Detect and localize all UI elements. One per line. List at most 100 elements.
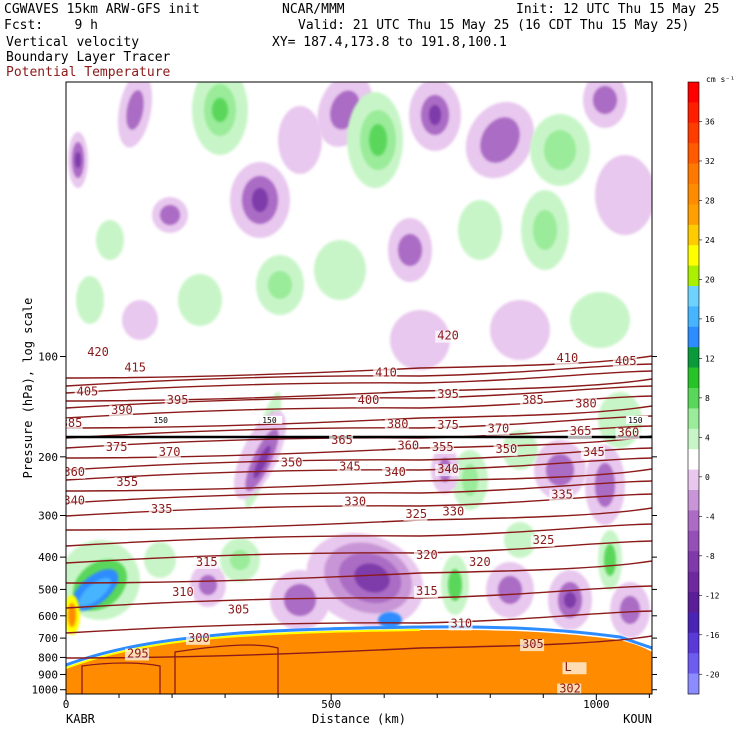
colorbar-swatch: [688, 612, 699, 634]
theta-label-bg: [573, 398, 598, 411]
velocity-blob: [278, 106, 322, 174]
theta-label-bg: [74, 386, 99, 399]
theta-contour: [66, 635, 652, 659]
velocity-blob: [199, 575, 217, 595]
field-label-potential-temperature: Potential Temperature: [6, 65, 171, 80]
theta-label: 375: [106, 440, 128, 454]
velocity-blob: [564, 592, 576, 608]
potential-temperature-labels: 420 415 405 390 395 385 375 370 360 355 340 335 315 3…: [66, 329, 649, 696]
colorbar-swatch: [688, 286, 699, 307]
theta-label-bg: [85, 346, 110, 359]
theta-contour: [66, 560, 652, 584]
colorbar-swatch: [688, 510, 699, 532]
velocity-blob: [178, 274, 222, 326]
left-station-label: KABR: [66, 712, 96, 726]
velocity-blob: [604, 544, 616, 576]
velocity-blob: [284, 584, 316, 616]
theta-label: 295: [127, 646, 149, 660]
colorbar-swatch: [688, 551, 699, 572]
theta-label-bg: [467, 556, 492, 569]
theta-label: 340: [437, 462, 459, 476]
theta-label: 310: [172, 585, 194, 599]
theta-label: 370: [488, 421, 510, 435]
valid-time: Valid: 21 UTC Thu 15 May 25 (16 CDT Thu …: [298, 18, 690, 33]
velocity-blob: [620, 596, 640, 624]
theta-label: 335: [551, 488, 573, 502]
y-tick-label: 100: [38, 351, 58, 364]
theta-label: 415: [124, 361, 146, 375]
theta-label: 350: [496, 442, 518, 456]
theta-label: 360: [618, 426, 640, 440]
theta-label: 420: [87, 345, 109, 359]
theta-label: 395: [167, 393, 189, 407]
velocity-blob: [212, 98, 228, 122]
theta-label-bg: [562, 662, 587, 675]
theta-label-bg: [615, 427, 640, 440]
tracer-label-bg: [626, 415, 649, 424]
theta-label: 330: [344, 495, 366, 509]
organization-label: NCAR/MMM: [282, 2, 345, 17]
velocity-blob: [378, 612, 402, 628]
velocity-blob: [544, 130, 576, 170]
velocity-blob: [533, 210, 557, 250]
theta-label: 365: [570, 424, 592, 438]
theta-label: 325: [405, 507, 427, 521]
x-tick-label: 500: [321, 698, 341, 711]
theta-label-bg: [581, 447, 606, 460]
theta-label-bg: [225, 604, 250, 617]
theta-label: 345: [583, 445, 605, 459]
theta-label: 315: [196, 555, 218, 569]
y-tick-label: 600: [38, 610, 58, 623]
theta-label-bg: [373, 367, 398, 380]
colorbar-label: -12: [705, 591, 720, 600]
colorbar-swatch: [688, 571, 699, 593]
theta-contour: [66, 457, 652, 481]
theta-label-bg: [66, 418, 83, 431]
y-tick-label: 900: [38, 668, 58, 681]
theta-label: 345: [339, 460, 361, 474]
theta-contour: [66, 523, 652, 547]
theta-label-bg: [122, 362, 147, 375]
theta-label: 410: [557, 351, 579, 365]
theta-label-bg: [567, 426, 592, 439]
theta-label: 340: [384, 465, 406, 479]
theta-label: 405: [615, 354, 637, 368]
theta-label: 380: [387, 417, 409, 431]
theta-label-bg: [185, 632, 210, 645]
colorbar-swatch: [688, 449, 699, 470]
velocity-blob: [490, 300, 550, 360]
colorbar-swatch: [688, 265, 699, 287]
theta-label-bg: [429, 441, 454, 454]
theta-label: 330: [443, 505, 465, 519]
x-tick-label: 1000: [583, 698, 610, 711]
plot-area: 420 415 405 390 395 385 375 370 360 355 340 335 315 3…: [66, 82, 652, 696]
colorbar-swatch: [688, 326, 699, 348]
theta-contour: [66, 363, 652, 387]
colorbar-swatch: [688, 347, 699, 368]
colorbar-swatch: [688, 102, 699, 124]
colorbar-swatch: [688, 143, 699, 164]
theta-label-bg: [612, 355, 637, 368]
theta-label: 325: [533, 533, 555, 547]
velocity-blob: [390, 310, 450, 370]
colorbar-label: -4: [705, 512, 715, 521]
tracer-label-bg: [151, 415, 174, 424]
colorbar-swatch: [688, 530, 699, 552]
velocity-blob: [595, 155, 652, 235]
velocity-blob: [429, 105, 441, 125]
theta-label: 302: [559, 682, 581, 696]
velocity-blob: [314, 240, 366, 300]
velocity-blob: [252, 188, 268, 212]
colorbar-swatch: [688, 428, 699, 450]
colorbar-swatch: [688, 306, 699, 328]
theta-label-bg: [103, 441, 128, 454]
tracer-contour: [81, 662, 161, 694]
velocity-blob: [268, 271, 292, 299]
colorbar-label: 24: [705, 236, 715, 245]
theta-label: 380: [575, 396, 597, 410]
velocity-blob: [498, 576, 522, 604]
theta-label-bg: [549, 489, 574, 502]
colorbar-swatch: [688, 653, 699, 674]
velocity-blob: [78, 577, 112, 607]
colorbar-swatch: [688, 122, 699, 144]
